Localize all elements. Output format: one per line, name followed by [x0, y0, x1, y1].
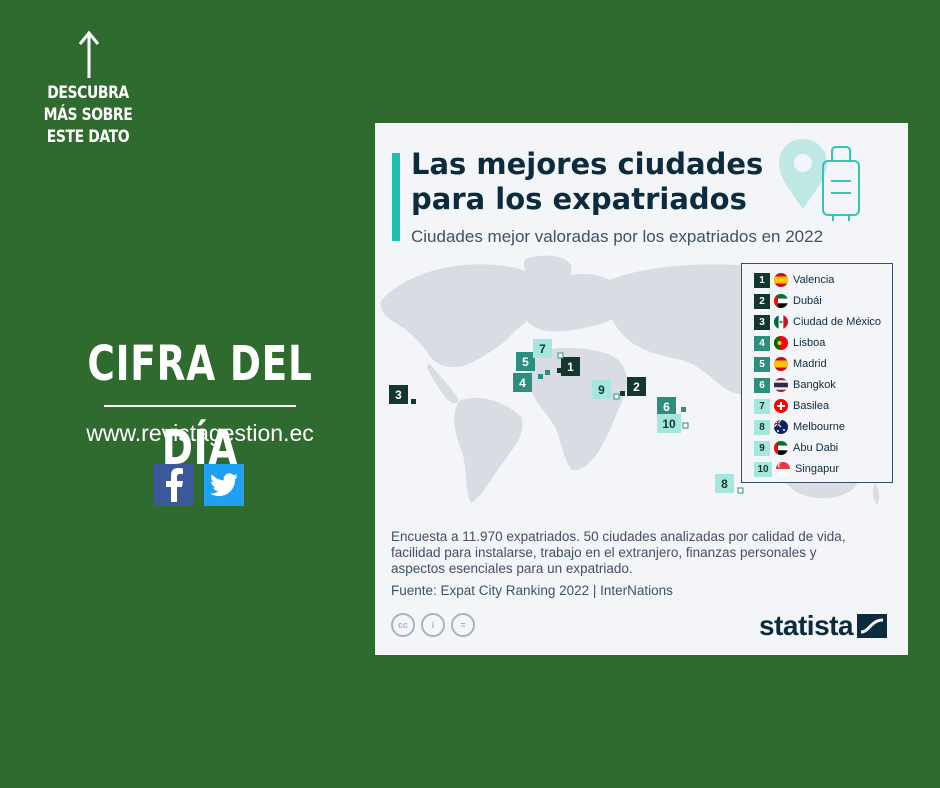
methodology-note: Encuesta a 11.970 expatriados. 50 ciudad…: [391, 529, 846, 576]
legend-rank: 7: [754, 398, 770, 414]
legend-city: Lisboa: [793, 337, 826, 349]
website-link[interactable]: www.revistagestion.ec: [86, 420, 314, 446]
new-zealand-shape: [872, 483, 880, 505]
headline: CIFRA DEL DÍA: [87, 336, 313, 476]
city-dot: [538, 374, 543, 379]
south-america-shape: [454, 397, 523, 503]
map-marker-1: 1: [561, 357, 580, 376]
twitter-button[interactable]: [204, 464, 244, 506]
statista-logo[interactable]: statista: [759, 610, 888, 642]
statista-mark-icon: [857, 614, 888, 638]
legend-rank: 9: [754, 440, 770, 456]
suitcase-pin-icon: [779, 139, 860, 221]
mexico-flag-icon: [774, 315, 788, 329]
social-links: [154, 464, 244, 506]
legend-item-8: 8 Melbourne: [754, 419, 845, 435]
legend-item-7: 7 Basilea: [754, 398, 829, 414]
legend-city: Singapur: [795, 463, 840, 475]
spain-flag-icon: [774, 273, 788, 287]
facebook-icon: [166, 468, 183, 502]
legend-city: Melbourne: [793, 421, 845, 433]
legend-rank: 1: [754, 272, 770, 288]
legend-item-10: 10 Singapur: [754, 461, 839, 477]
city-dots: [411, 352, 744, 494]
spain-flag-icon: [774, 357, 788, 371]
legend-city: Bangkok: [793, 379, 836, 391]
legend-item-2: 2 Dubái: [754, 293, 822, 309]
portugal-flag-icon: [774, 336, 788, 350]
map-marker-7: 7: [533, 339, 552, 358]
title-accent-bar: [392, 153, 400, 241]
thailand-flag-icon: [774, 378, 788, 392]
australia-flag-icon: [774, 420, 788, 434]
city-dot: [681, 407, 686, 412]
legend-rank: 2: [754, 293, 770, 309]
license-icons: cc i =: [391, 613, 475, 637]
legend-rank: 6: [754, 377, 770, 393]
chart-subtitle: Ciudades mejor valoradas por los expatri…: [411, 227, 824, 246]
legend-rank: 3: [754, 314, 770, 330]
legend-rank: 8: [754, 419, 770, 435]
europe-shape: [525, 273, 626, 332]
divider: [104, 405, 296, 407]
city-dot: [620, 391, 625, 396]
legend-item-1: 1 Valencia: [754, 272, 834, 288]
uae-flag-icon: [774, 294, 788, 308]
map-marker-6: 6: [657, 397, 676, 416]
twitter-icon: [210, 473, 238, 497]
facebook-button[interactable]: [154, 464, 194, 506]
map-marker-3: 3: [389, 385, 408, 404]
legend-item-4: 4 Lisboa: [754, 335, 825, 351]
map-marker-5: 5: [516, 352, 535, 371]
city-dot: [557, 352, 564, 359]
africa-shape: [526, 347, 627, 471]
arrow-up-icon[interactable]: [78, 30, 100, 78]
source-note: Fuente: Expat City Ranking 2022 | InterN…: [391, 583, 673, 598]
map-marker-9: 9: [592, 380, 611, 399]
uae-flag-icon: [774, 441, 788, 455]
map-marker-2: 2: [627, 377, 646, 396]
city-dot: [557, 368, 562, 373]
legend-rank: 4: [754, 335, 770, 351]
switzerland-flag-icon: [774, 399, 788, 413]
central-america-shape: [427, 363, 459, 404]
brand-name: statista: [759, 610, 854, 641]
map-marker-10: 10: [657, 414, 681, 433]
city-dot: [411, 399, 416, 404]
singapore-flag-icon: [776, 462, 790, 476]
city-dot: [737, 487, 744, 494]
legend-item-9: 9 Abu Dabi: [754, 440, 838, 456]
map-marker-8: 8: [715, 474, 734, 493]
city-dot: [545, 370, 550, 375]
north-america-shape: [380, 264, 547, 368]
legend-city: Abu Dabi: [793, 442, 839, 454]
no-derivatives-icon[interactable]: =: [451, 613, 475, 637]
promo-panel: DESCUBRA MÁS SOBRE ESTE DATO CIFRA DEL D…: [0, 0, 375, 788]
legend-city: Dubái: [793, 295, 822, 307]
legend-city: Valencia: [793, 274, 835, 286]
city-dot: [682, 422, 689, 429]
city-dot: [613, 393, 620, 400]
legend-city: Basilea: [793, 400, 830, 412]
infographic-card: Las mejores ciudades para los expatriado…: [375, 123, 908, 655]
discover-more-link[interactable]: DESCUBRA MÁS SOBRE ESTE DATO: [43, 83, 133, 147]
legend-city: Madrid: [793, 358, 827, 370]
creative-commons-icon[interactable]: cc: [391, 613, 415, 637]
legend-rank: 5: [754, 356, 770, 372]
ranking-legend: 1 Valencia 2 Dubái 3 Ciudad de México 4 …: [741, 263, 893, 483]
legend-item-3: 3 Ciudad de México: [754, 314, 881, 330]
legend-item-5: 5 Madrid: [754, 356, 827, 372]
map-marker-4: 4: [513, 373, 532, 392]
legend-item-6: 6 Bangkok: [754, 377, 836, 393]
attribution-icon[interactable]: i: [421, 613, 445, 637]
legend-rank: 10: [754, 461, 772, 477]
legend-city: Ciudad de México: [793, 316, 882, 328]
chart-title: Las mejores ciudades para los expatriado…: [411, 147, 764, 216]
